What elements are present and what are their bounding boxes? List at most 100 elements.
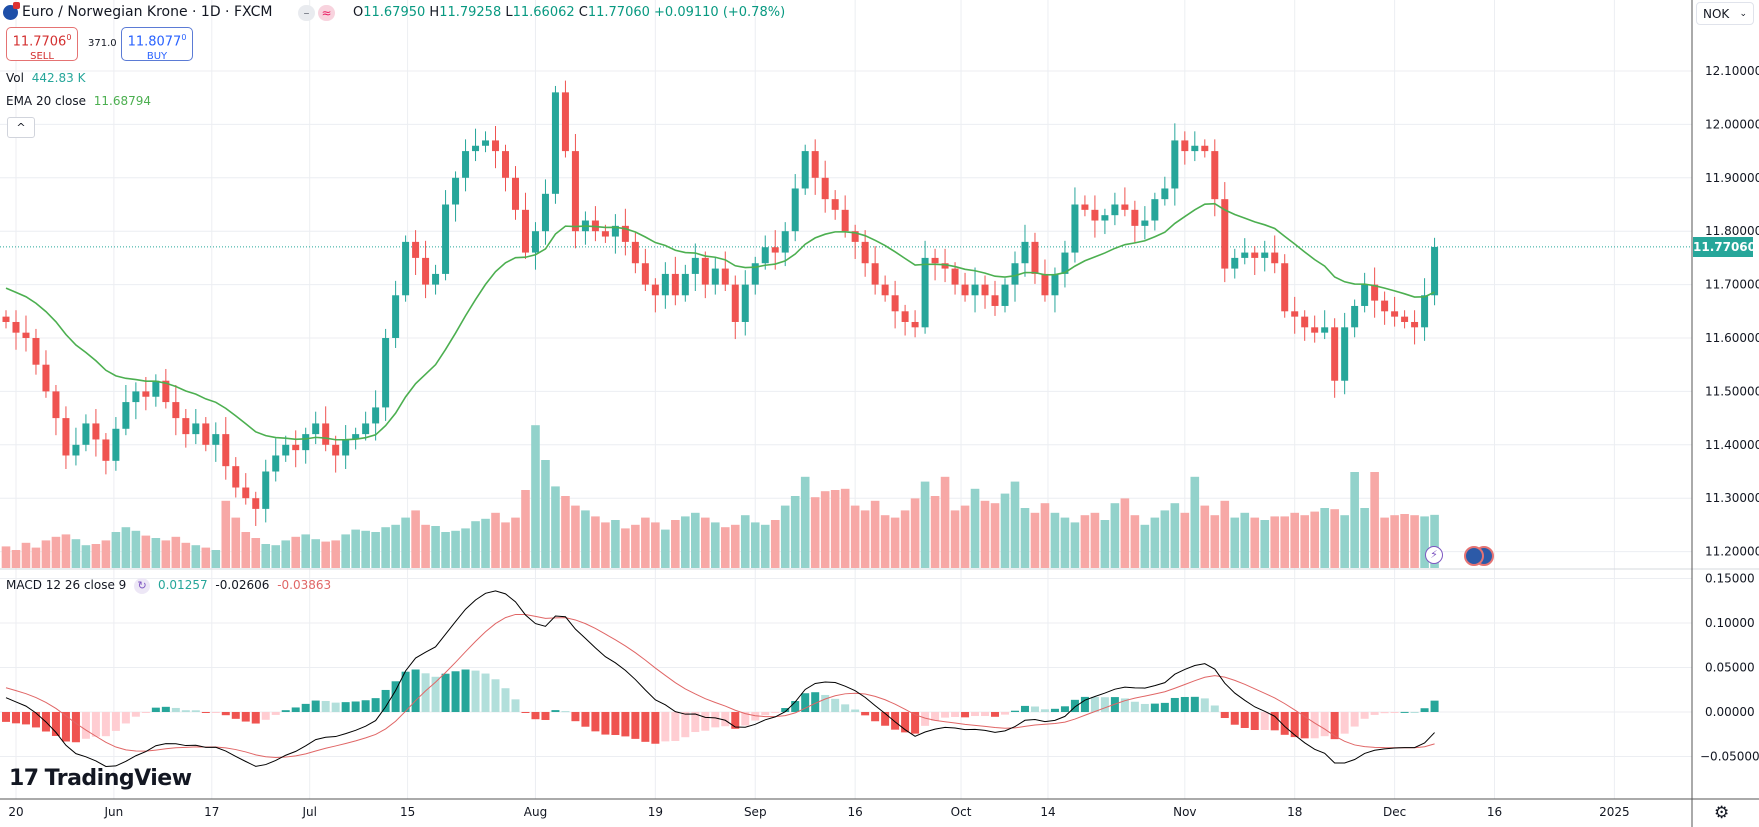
macd-histogram-bar bbox=[571, 712, 580, 722]
macd-histogram-bar bbox=[371, 698, 380, 712]
candle-body bbox=[132, 391, 140, 403]
macd-histogram-bar bbox=[461, 669, 470, 712]
volume-bar bbox=[701, 517, 710, 568]
volume-bar bbox=[1300, 515, 1309, 568]
collapse-legend-button[interactable]: ^ bbox=[7, 117, 35, 138]
time-axis-label: 14 bbox=[1040, 805, 1055, 819]
minus-badge-icon[interactable]: – bbox=[298, 5, 315, 21]
candle bbox=[561, 80, 569, 158]
macd-histogram-bar bbox=[161, 706, 170, 712]
candle-body bbox=[641, 263, 649, 285]
candle-body bbox=[412, 241, 420, 258]
macd-histogram-bar bbox=[1210, 705, 1219, 712]
candle-body bbox=[262, 471, 270, 509]
volume-bar bbox=[1280, 516, 1290, 568]
volume-bar bbox=[391, 524, 400, 568]
macd-histogram-bar bbox=[111, 712, 120, 731]
volume-bar bbox=[1170, 503, 1180, 568]
buy-button[interactable]: 11.80770 BUY bbox=[121, 27, 193, 62]
macd-histogram-bar bbox=[1410, 711, 1419, 713]
volume-bar bbox=[351, 529, 360, 568]
currency-select[interactable]: NOK ⌄ bbox=[1696, 2, 1754, 25]
candle-body bbox=[661, 273, 669, 296]
candle bbox=[1321, 310, 1329, 340]
macd-histogram-bar bbox=[661, 712, 670, 742]
settings-gear-icon[interactable]: ⚙ bbox=[1714, 803, 1730, 823]
candle-body bbox=[871, 263, 879, 285]
volume-legend[interactable]: Vol 442.83 K bbox=[6, 71, 85, 85]
macd-histogram-bar bbox=[1090, 696, 1099, 712]
candle bbox=[1001, 278, 1009, 313]
volume-bar bbox=[71, 539, 81, 568]
volume-bar bbox=[1370, 472, 1379, 568]
volume-bar bbox=[1240, 512, 1250, 568]
macd-signal-line bbox=[5, 613, 1435, 759]
candle-body bbox=[1211, 151, 1219, 200]
candle bbox=[412, 230, 420, 275]
candle-body bbox=[841, 209, 849, 232]
tradingview-logo[interactable]: 𝟭𝟳 TradingView bbox=[9, 766, 192, 791]
candle bbox=[372, 390, 380, 441]
macd-histogram-bar bbox=[941, 712, 950, 718]
candle-body bbox=[1421, 295, 1429, 328]
ema-legend[interactable]: EMA 20 close 11.68794 bbox=[6, 94, 151, 108]
macd-histogram-bar bbox=[591, 712, 600, 732]
candle-body bbox=[272, 455, 280, 472]
candle-body bbox=[1391, 311, 1399, 317]
macd-histogram-bar bbox=[1270, 712, 1279, 731]
candle bbox=[951, 262, 959, 295]
price-axis-label: 12.10000 bbox=[1705, 64, 1759, 78]
candle-body bbox=[681, 273, 689, 296]
macd-histogram-bar bbox=[801, 693, 810, 712]
time-axis-label: Jun bbox=[104, 805, 124, 819]
volume-bar bbox=[131, 530, 141, 568]
volume-bar bbox=[940, 476, 950, 568]
refresh-icon[interactable]: ↻ bbox=[134, 578, 151, 594]
candle-body bbox=[232, 466, 240, 488]
candle bbox=[801, 144, 809, 195]
eu-event-icon[interactable] bbox=[1464, 546, 1484, 566]
sell-button[interactable]: 11.77060 SELL bbox=[6, 27, 78, 62]
time-axis-label: Dec bbox=[1383, 805, 1406, 819]
macd-histogram-bar bbox=[951, 712, 960, 717]
macd-histogram-bar bbox=[21, 712, 30, 725]
macd-histogram-bar bbox=[561, 711, 570, 713]
candle-body bbox=[721, 268, 729, 285]
macd-histogram-bar bbox=[431, 676, 440, 712]
symbol-title[interactable]: Euro / Norwegian Krone · 1D · FXCM bbox=[22, 4, 273, 20]
macd-histogram-bar bbox=[281, 710, 290, 712]
candle bbox=[961, 272, 969, 302]
volume-bar bbox=[631, 524, 640, 568]
macd-histogram-bar bbox=[1190, 696, 1199, 712]
macd-histogram-bar bbox=[621, 712, 630, 737]
candle-body bbox=[941, 263, 949, 269]
candle bbox=[32, 328, 40, 375]
volume-bar bbox=[1230, 517, 1240, 568]
candle bbox=[641, 248, 649, 292]
buy-price-sup: 0 bbox=[181, 33, 187, 42]
macd-histogram-bar bbox=[731, 712, 740, 729]
macd-histogram-bar bbox=[981, 712, 990, 717]
time-axis-label: 15 bbox=[400, 805, 415, 819]
macd-line bbox=[5, 590, 1435, 767]
volume-bar bbox=[1330, 509, 1339, 568]
volume-bar bbox=[181, 542, 191, 568]
candle bbox=[1151, 192, 1159, 231]
lightning-event-icon[interactable]: ⚡ bbox=[1425, 546, 1443, 564]
macd-histogram-bar bbox=[1250, 712, 1259, 731]
macd-histogram-bar bbox=[781, 708, 790, 712]
macd-histogram-bar bbox=[811, 692, 820, 712]
approx-badge-icon[interactable]: ≈ bbox=[318, 5, 335, 21]
macd-histogram-bar bbox=[2, 712, 10, 722]
macd-histogram-bar bbox=[651, 712, 660, 744]
sell-price-sup: 0 bbox=[66, 33, 72, 42]
volume-bar bbox=[800, 476, 810, 568]
macd-histogram-bar bbox=[291, 707, 300, 712]
volume-bar bbox=[531, 425, 540, 568]
candle-body bbox=[1321, 327, 1329, 333]
time-axis-label: 16 bbox=[848, 805, 863, 819]
candle bbox=[891, 280, 899, 329]
time-axis-label: 19 bbox=[648, 805, 663, 819]
macd-legend[interactable]: MACD 12 26 close 9 ↻ 0.01257 -0.02606 -0… bbox=[6, 578, 331, 594]
